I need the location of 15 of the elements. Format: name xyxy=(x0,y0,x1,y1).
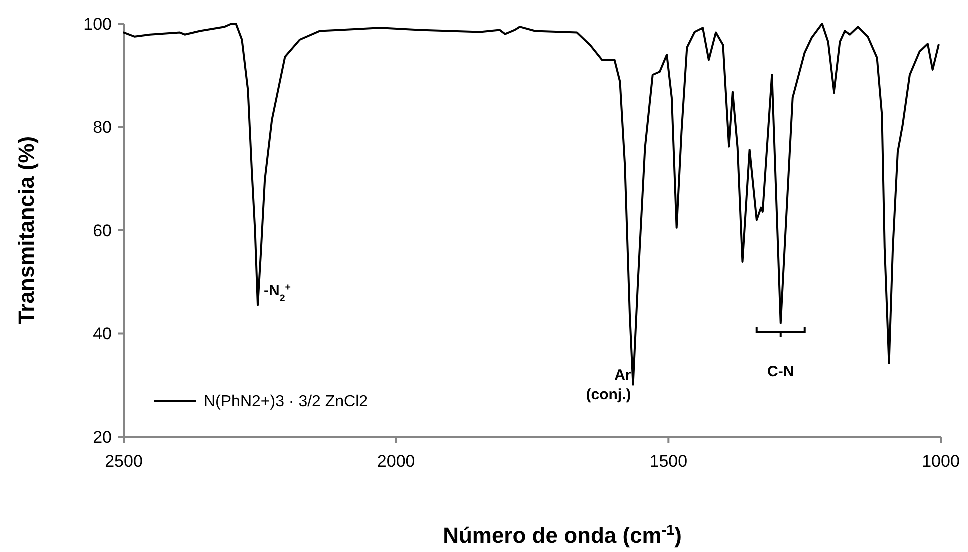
x-tick-label: 2500 xyxy=(105,452,143,471)
x-tick-label: 1500 xyxy=(650,452,688,471)
y-tick-label: 20 xyxy=(93,428,112,447)
annotation: C-N xyxy=(768,364,794,381)
y-axis-title: Transmitancia (%) xyxy=(14,136,39,325)
y-tick-label: 80 xyxy=(93,118,112,138)
y-tick-label: 100 xyxy=(84,14,112,34)
x-axis-title: Número de onda (cm$^{-1}$) xyxy=(443,523,682,548)
x-tick-label: 1000 xyxy=(922,452,960,471)
y-tick-label: 60 xyxy=(93,221,112,240)
y-tick-label: 40 xyxy=(93,324,112,344)
legend-label: N(PhN2+)3 · 3/2 ZnCl2 xyxy=(204,394,368,411)
line-series xyxy=(123,23,940,386)
x-tick-label: 2000 xyxy=(377,452,416,471)
annotation: Ar (conj.) xyxy=(586,367,632,404)
